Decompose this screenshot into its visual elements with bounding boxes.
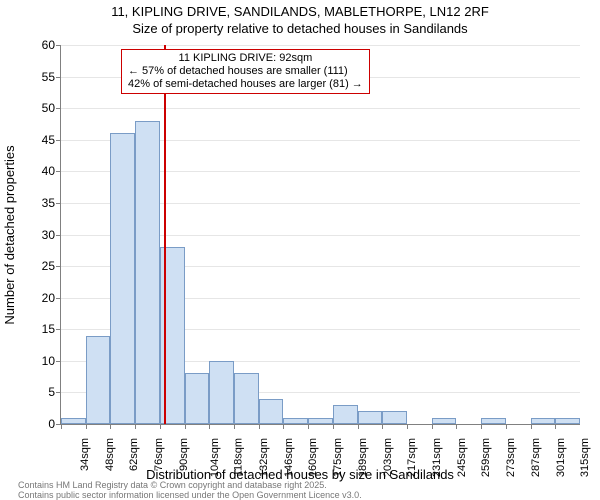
y-tick <box>56 203 61 204</box>
x-tick <box>456 424 457 429</box>
bar <box>432 418 457 424</box>
y-tick-label: 60 <box>15 38 55 52</box>
x-tick-label: 160sqm <box>308 438 320 477</box>
bar <box>135 121 160 424</box>
annotation-line2: 42% of semi-detached houses are larger (… <box>128 78 363 91</box>
footer-line1: Contains HM Land Registry data © Crown c… <box>18 480 362 490</box>
chart-container: 11, KIPLING DRIVE, SANDILANDS, MABLETHOR… <box>0 0 600 500</box>
x-tick-label: 203sqm <box>382 438 394 477</box>
y-tick-label: 45 <box>15 133 55 147</box>
x-tick <box>135 424 136 429</box>
y-tick-label: 25 <box>15 259 55 273</box>
x-tick-label: 315sqm <box>579 438 591 477</box>
bar <box>308 418 333 424</box>
gridline <box>61 45 580 46</box>
y-tick <box>56 235 61 236</box>
x-tick <box>160 424 161 429</box>
bar <box>234 373 259 424</box>
bar <box>333 405 358 424</box>
y-tick-label: 40 <box>15 164 55 178</box>
x-tick-label: 189sqm <box>357 438 369 477</box>
x-tick <box>86 424 87 429</box>
y-tick <box>56 298 61 299</box>
chart-title-main: 11, KIPLING DRIVE, SANDILANDS, MABLETHOR… <box>0 4 600 19</box>
x-tick-label: 217sqm <box>406 438 418 477</box>
y-tick-label: 20 <box>15 291 55 305</box>
x-tick-label: 273sqm <box>505 438 517 477</box>
y-tick-label: 5 <box>15 385 55 399</box>
x-tick <box>259 424 260 429</box>
x-tick <box>110 424 111 429</box>
x-tick-label: 48sqm <box>104 438 116 471</box>
x-tick <box>358 424 359 429</box>
x-tick-label: 76sqm <box>153 438 165 471</box>
y-tick-label: 0 <box>15 417 55 431</box>
bar <box>259 399 284 424</box>
x-tick-label: 132sqm <box>258 438 270 477</box>
x-tick <box>531 424 532 429</box>
y-tick <box>56 77 61 78</box>
x-tick-label: 301sqm <box>555 438 567 477</box>
x-tick <box>506 424 507 429</box>
annotation-line1: ← 57% of detached houses are smaller (11… <box>128 65 363 78</box>
marker-line <box>164 45 166 424</box>
x-tick <box>234 424 235 429</box>
annotation-box: 11 KIPLING DRIVE: 92sqm ← 57% of detache… <box>121 49 370 94</box>
x-tick <box>308 424 309 429</box>
x-tick-label: 259sqm <box>481 438 493 477</box>
bar <box>185 373 210 424</box>
chart-footer: Contains HM Land Registry data © Crown c… <box>18 480 362 500</box>
x-tick-label: 146sqm <box>283 438 295 477</box>
gridline <box>61 108 580 109</box>
y-tick <box>56 108 61 109</box>
x-tick-label: 287sqm <box>530 438 542 477</box>
x-tick-label: 118sqm <box>233 438 245 476</box>
bar <box>555 418 580 424</box>
y-tick-label: 35 <box>15 196 55 210</box>
x-tick-label: 231sqm <box>431 438 443 477</box>
x-tick <box>333 424 334 429</box>
y-tick-label: 10 <box>15 354 55 368</box>
x-tick <box>185 424 186 429</box>
y-tick <box>56 392 61 393</box>
x-tick <box>432 424 433 429</box>
x-tick <box>555 424 556 429</box>
x-tick-label: 62sqm <box>128 438 140 471</box>
chart-title-sub: Size of property relative to detached ho… <box>0 21 600 36</box>
y-tick <box>56 45 61 46</box>
y-tick-label: 50 <box>15 101 55 115</box>
bar <box>531 418 556 424</box>
y-tick <box>56 171 61 172</box>
y-tick <box>56 140 61 141</box>
x-tick <box>481 424 482 429</box>
plot-area: 11 KIPLING DRIVE: 92sqm ← 57% of detache… <box>60 45 580 425</box>
x-tick-label: 34sqm <box>79 438 91 471</box>
footer-line2: Contains public sector information licen… <box>18 490 362 500</box>
bar <box>283 418 308 424</box>
y-tick-label: 15 <box>15 322 55 336</box>
annotation-title: 11 KIPLING DRIVE: 92sqm <box>128 52 363 65</box>
x-tick-label: 245sqm <box>456 438 468 477</box>
bar <box>382 411 407 424</box>
x-tick <box>407 424 408 429</box>
x-tick-label: 175sqm <box>332 438 344 477</box>
x-tick-label: 90sqm <box>178 438 190 471</box>
y-tick <box>56 266 61 267</box>
x-tick <box>382 424 383 429</box>
x-tick <box>209 424 210 429</box>
y-tick-label: 30 <box>15 228 55 242</box>
bar <box>481 418 506 424</box>
bar <box>61 418 86 424</box>
bar <box>86 336 111 424</box>
bar <box>110 133 135 424</box>
bar <box>358 411 383 424</box>
x-tick-label: 104sqm <box>209 438 221 477</box>
y-tick <box>56 361 61 362</box>
y-tick <box>56 329 61 330</box>
bar <box>209 361 234 424</box>
x-tick <box>283 424 284 429</box>
y-tick-label: 55 <box>15 70 55 84</box>
x-tick <box>61 424 62 429</box>
